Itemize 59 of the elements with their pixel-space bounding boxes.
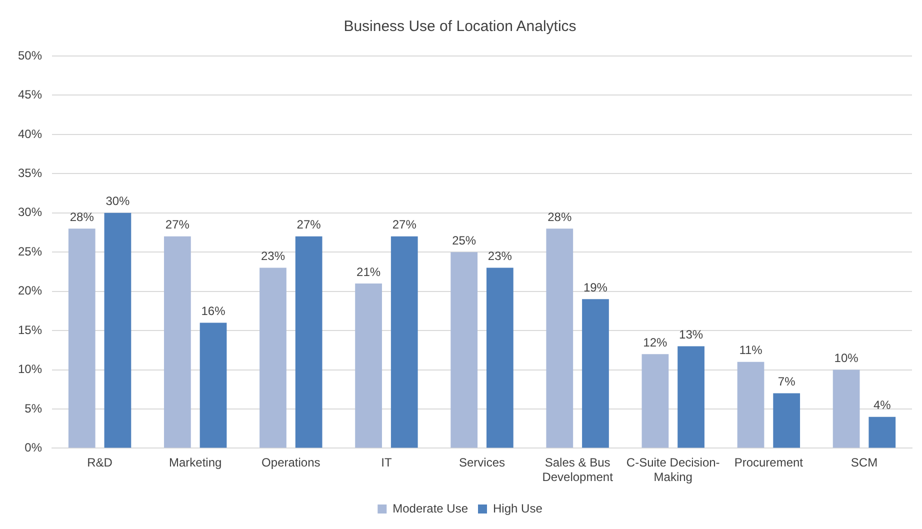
bar	[486, 268, 514, 448]
data-label: 30%	[106, 194, 130, 208]
x-tick-label: IT	[381, 456, 392, 470]
data-label: 27%	[296, 218, 322, 232]
y-tick-label: 15%	[18, 322, 42, 337]
data-label: 28%	[548, 210, 572, 224]
data-label: 19%	[583, 280, 608, 294]
data-label: 16%	[201, 304, 226, 318]
data-label: 7%	[778, 374, 796, 389]
y-tick-label: 10%	[18, 362, 42, 376]
y-tick-label: 25%	[18, 244, 42, 258]
data-label: 4%	[873, 398, 892, 412]
y-tick-label: 35%	[18, 166, 42, 180]
data-label: 10%	[834, 351, 859, 366]
bar	[678, 346, 704, 448]
data-label: 11%	[739, 343, 763, 358]
bar	[546, 228, 574, 448]
y-tick-label: 0%	[24, 440, 42, 455]
y-tick-label: 45%	[18, 88, 42, 102]
data-label: 25%	[452, 233, 476, 248]
bar	[450, 252, 478, 448]
data-label: 13%	[679, 328, 704, 342]
bar	[104, 212, 132, 448]
y-tick-label: 30%	[18, 205, 42, 220]
data-label: 23%	[488, 249, 512, 264]
x-tick-label: R&D	[87, 456, 113, 470]
data-label: 28%	[70, 210, 94, 224]
x-tick-label: Marketing	[169, 456, 222, 470]
bar	[200, 322, 227, 448]
x-tick-label: Procurement	[734, 456, 804, 470]
data-label: 27%	[392, 218, 417, 232]
data-label: 27%	[165, 218, 190, 232]
bar	[390, 236, 418, 448]
bar	[832, 370, 860, 448]
bar	[295, 236, 322, 448]
data-label: 21%	[356, 264, 381, 279]
x-tick-label: SCM	[850, 456, 878, 470]
data-label: 12%	[643, 335, 668, 350]
bar	[642, 354, 669, 448]
y-tick-label: 40%	[18, 126, 42, 141]
data-label: 23%	[260, 249, 286, 264]
x-tick-label: Operations	[262, 456, 320, 470]
y-tick-label: 20%	[18, 284, 42, 298]
bar	[164, 236, 191, 448]
bar	[737, 362, 764, 448]
bar	[582, 299, 609, 448]
legend-label: Moderate Use	[392, 501, 468, 516]
x-tick-label: C-Suite Decision-Making	[626, 456, 720, 484]
bar	[868, 416, 896, 448]
bar	[68, 228, 96, 448]
bar	[260, 268, 286, 448]
y-tick-label: 50%	[18, 48, 42, 62]
x-tick-label: Services	[459, 456, 506, 470]
bar	[355, 283, 382, 448]
x-tick-label: Sales & Bus Development	[542, 456, 614, 484]
legend-label: High Use	[493, 501, 543, 516]
bar	[773, 393, 800, 448]
y-tick-label: 5%	[24, 401, 42, 416]
chart-title: Business Use of Location Analytics	[344, 18, 576, 36]
